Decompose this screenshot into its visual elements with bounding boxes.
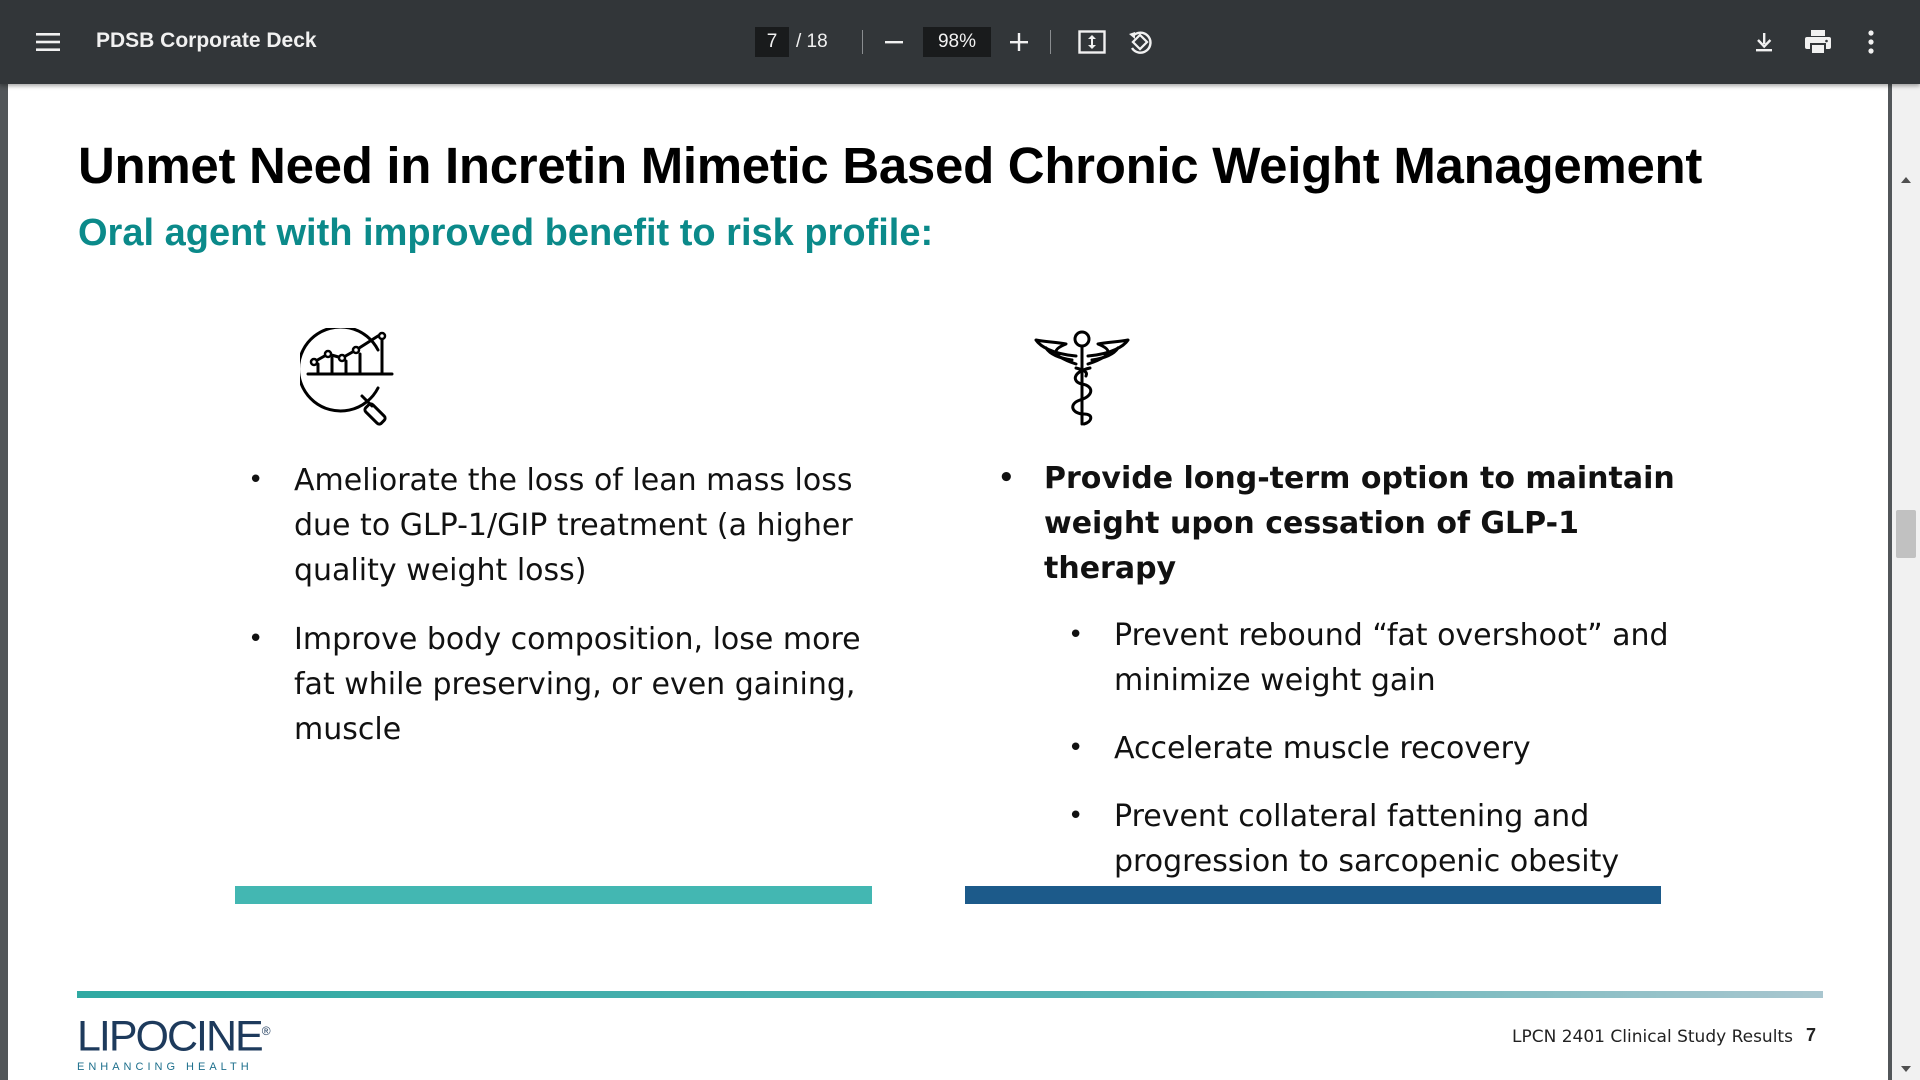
list-item: Ameliorate the loss of lean mass loss du… (248, 458, 868, 593)
download-icon (1756, 33, 1772, 52)
more-actions-button[interactable] (1850, 21, 1892, 63)
pdf-toolbar: PDSB Corporate Deck 7 / 18 98% (0, 0, 1920, 84)
toolbar-divider (862, 30, 863, 54)
right-accent-bar (965, 886, 1661, 904)
download-button[interactable] (1743, 21, 1785, 63)
page-number-input[interactable]: 7 (755, 27, 789, 57)
slide-subtitle: Oral agent with improved benefit to risk… (78, 212, 934, 254)
menu-icon (36, 33, 60, 51)
pdf-page: Unmet Need in Incretin Mimetic Based Chr… (8, 84, 1888, 1080)
vertical-scrollbar[interactable] (1892, 84, 1920, 1080)
zoom-level-input[interactable]: 98% (923, 27, 991, 57)
right-sub-bullet-list: Prevent rebound “fat overshoot” and mini… (1068, 613, 1678, 884)
print-button[interactable] (1797, 21, 1839, 63)
left-benefits-column: Ameliorate the loss of lean mass loss du… (248, 458, 868, 776)
left-bullet-list: Ameliorate the loss of lean mass loss du… (248, 458, 868, 752)
slide-title: Unmet Need in Incretin Mimetic Based Chr… (78, 137, 1703, 194)
list-item: Prevent rebound “fat overshoot” and mini… (1068, 613, 1678, 703)
footer-caption: LPCN 2401 Clinical Study Results (1512, 1027, 1793, 1047)
chart-magnifier-icon (300, 328, 394, 426)
rotate-icon (1129, 31, 1152, 54)
zoom-in-icon (1010, 33, 1028, 51)
zoom-out-button[interactable] (873, 21, 915, 63)
right-bullet-list: Provide long-term option to maintain wei… (998, 456, 1678, 591)
slide-page-number: 7 (1806, 1025, 1817, 1045)
fit-page-icon (1078, 30, 1106, 54)
document-title: PDSB Corporate Deck (96, 29, 317, 52)
list-item-main: Provide long-term option to maintain wei… (998, 456, 1678, 591)
footer-divider (77, 991, 1823, 998)
list-item: Prevent collateral fattening and progres… (1068, 794, 1678, 884)
scrollbar-thumb[interactable] (1896, 510, 1916, 558)
rotate-button[interactable] (1119, 21, 1161, 63)
scroll-up-arrow-icon[interactable] (1901, 177, 1911, 183)
zoom-out-icon (885, 41, 903, 44)
logo-tagline: ENHANCING HEALTH (77, 1061, 253, 1074)
logo-wordmark: LIPOCINE (77, 1012, 264, 1061)
zoom-in-button[interactable] (998, 21, 1040, 63)
list-item: Accelerate muscle recovery (1068, 726, 1678, 771)
page-total: / 18 (796, 31, 828, 52)
right-benefits-column: Provide long-term option to maintain wei… (998, 456, 1678, 907)
scroll-down-arrow-icon[interactable] (1901, 1066, 1911, 1072)
menu-button[interactable] (27, 21, 69, 63)
toolbar-divider (1050, 30, 1051, 54)
print-icon (1805, 30, 1831, 55)
lipocine-logo: LIPOCINE® ENHANCING HEALTH (77, 1008, 271, 1073)
more-icon (1868, 30, 1874, 54)
list-item: Improve body composition, lose more fat … (248, 617, 868, 752)
caduceus-icon (1034, 330, 1130, 426)
left-accent-bar (235, 886, 872, 904)
fit-page-button[interactable] (1071, 21, 1113, 63)
logo-registered-mark: ® (261, 1024, 271, 1038)
